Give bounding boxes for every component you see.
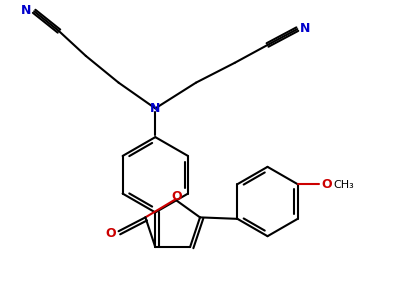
Text: N: N [300,22,311,34]
Text: O: O [172,190,182,203]
Text: O: O [105,227,116,240]
Text: O: O [322,178,332,191]
Text: CH₃: CH₃ [333,180,354,190]
Text: N: N [21,4,31,17]
Text: N: N [150,102,160,115]
